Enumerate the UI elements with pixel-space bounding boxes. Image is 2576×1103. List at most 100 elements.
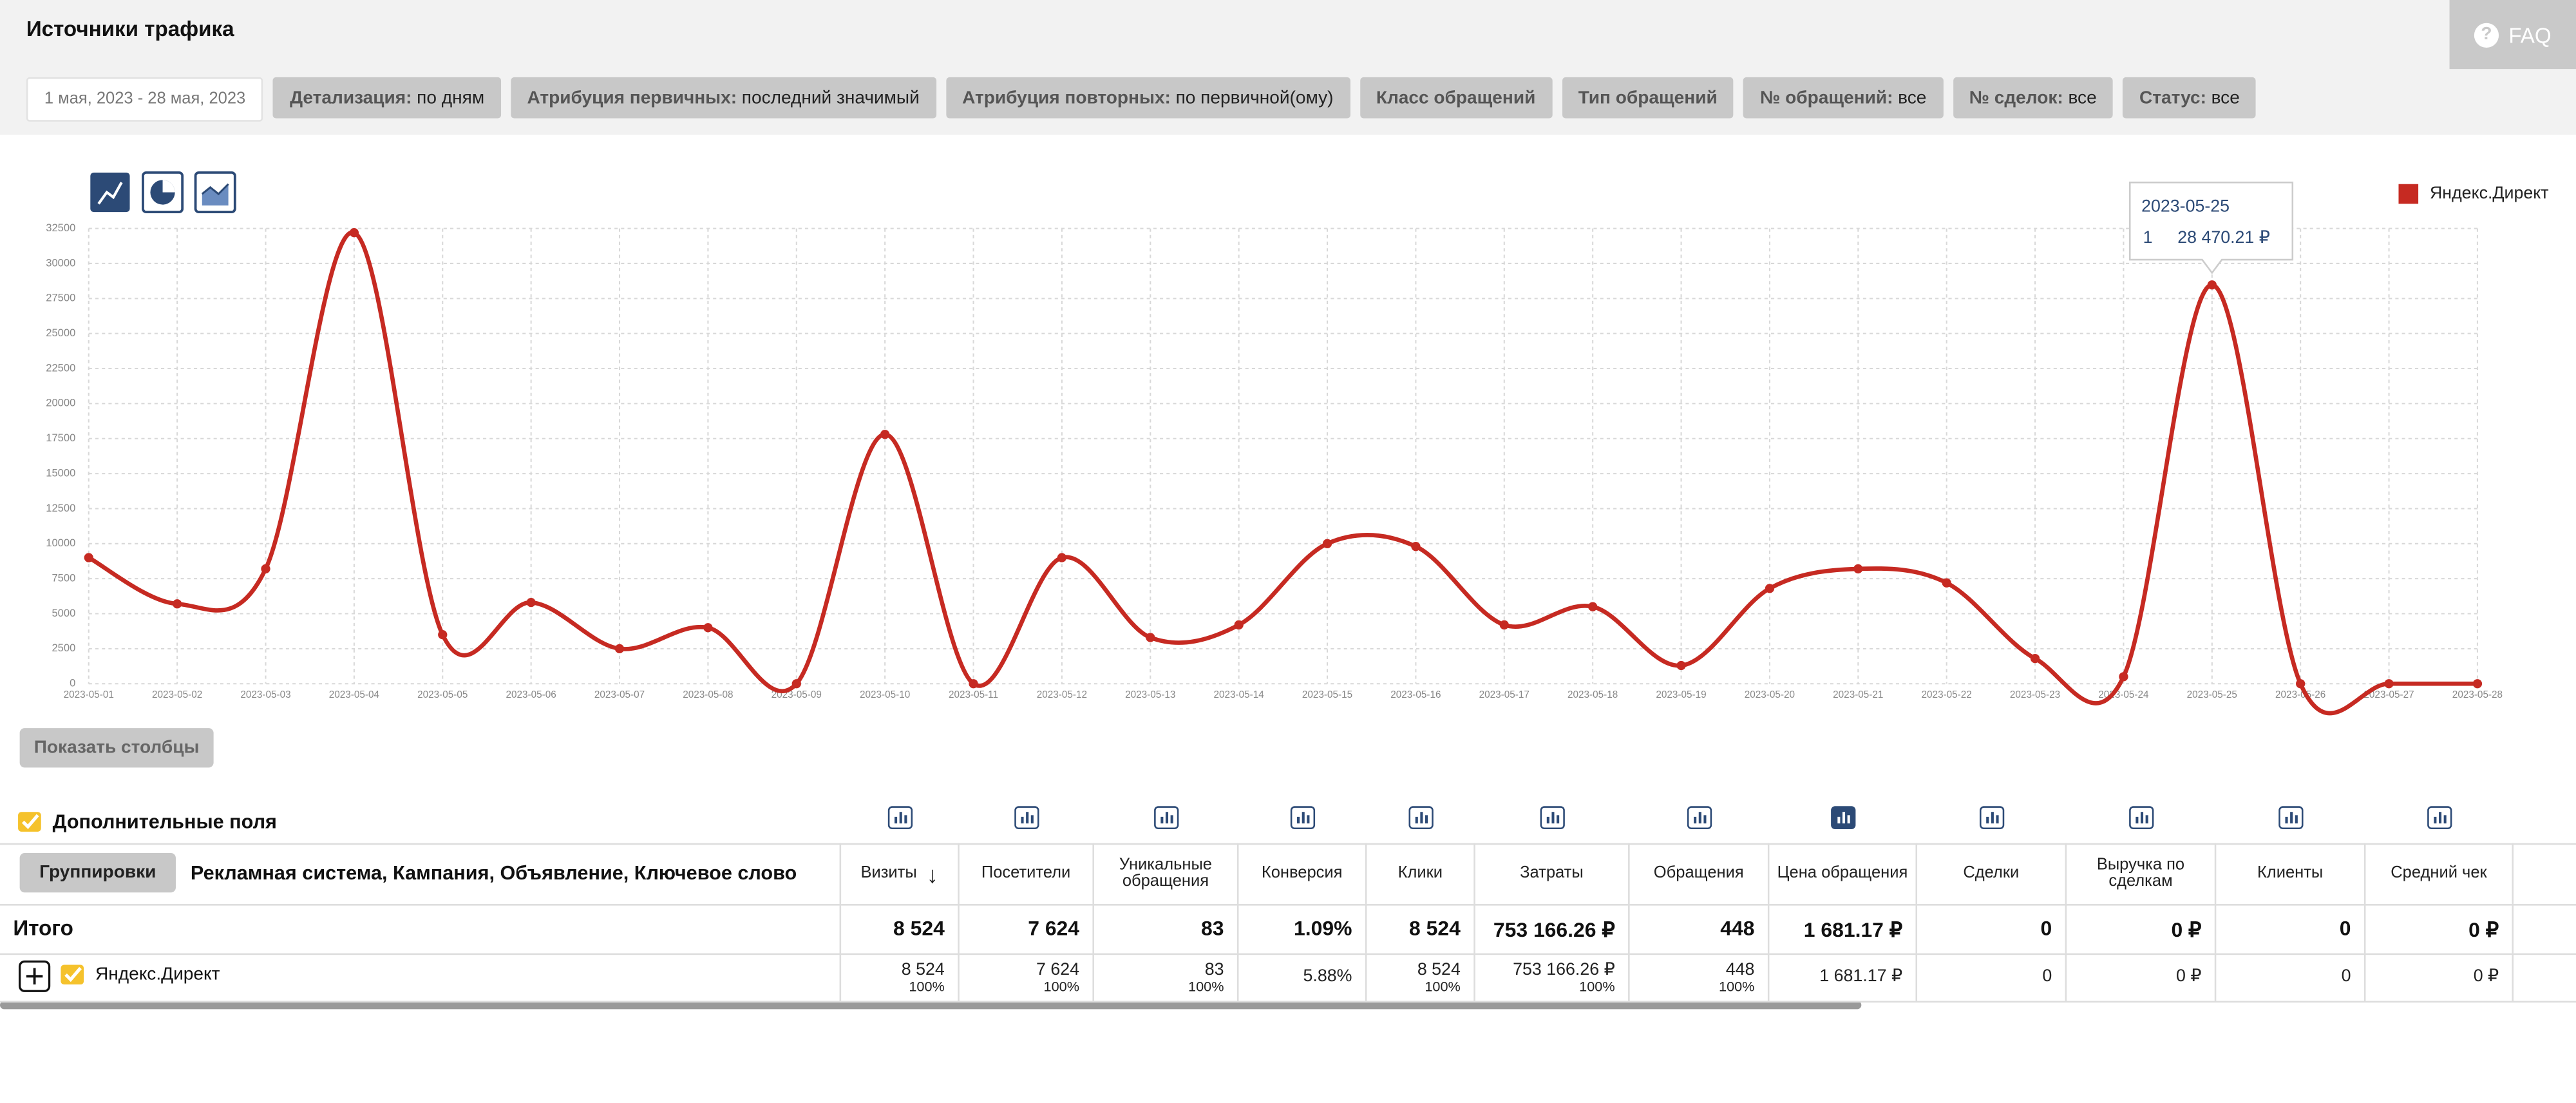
- icon-bar: [1026, 812, 1029, 824]
- row-label[interactable]: Яндекс.Директ: [95, 964, 220, 985]
- y-tick-label: 10000: [46, 537, 75, 549]
- icon-bar: [1847, 815, 1850, 824]
- chip-label: Тип обращений: [1578, 88, 1718, 108]
- date-range[interactable]: 1 мая, 2023 - 28 мая, 2023: [26, 77, 264, 122]
- column-header[interactable]: Посетители: [960, 843, 1094, 905]
- icon-bar: [1165, 812, 1169, 824]
- x-tick-label: 2023-05-14: [1214, 689, 1265, 700]
- grouping-button[interactable]: Группировки: [19, 852, 176, 893]
- column-header[interactable]: Клиенты: [2216, 843, 2366, 905]
- column-header[interactable]: Визиты ↓: [841, 843, 960, 905]
- x-tick-label: 2023-05-06: [506, 689, 556, 700]
- total-cell: 8 524: [841, 904, 960, 954]
- filter-chip[interactable]: Атрибуция первичных: последний значимый: [510, 77, 936, 119]
- chip-label: № обращений:: [1760, 88, 1893, 108]
- cell-value: 0 ₽: [2175, 966, 2202, 986]
- x-tick-label: 2023-05-21: [1833, 689, 1883, 700]
- column-header[interactable]: Уникальные обращения: [1094, 843, 1239, 905]
- column-header-text: Выручка по сделкам: [2096, 855, 2185, 890]
- filter-chip[interactable]: Атрибуция повторных: по первичной(ому): [945, 77, 1350, 119]
- data-point: [2119, 672, 2128, 682]
- column-header[interactable]: Средний чек: [2365, 843, 2514, 905]
- legend-swatch: [2398, 184, 2419, 204]
- cell-share: 100%: [1579, 977, 1615, 994]
- row-border: [0, 953, 2576, 955]
- cell-share: 100%: [1188, 977, 1224, 994]
- icon-bar: [1415, 816, 1418, 824]
- chip-label: Класс обращений: [1376, 88, 1536, 108]
- data-point: [1146, 633, 1155, 642]
- data-point: [1411, 542, 1421, 552]
- x-tick-label: 2023-05-04: [329, 689, 380, 700]
- column-header-text: Цена обращения: [1777, 863, 1908, 882]
- chip-label: Детализация:: [290, 88, 412, 108]
- scrollbar[interactable]: [0, 1001, 1862, 1010]
- icon-bar: [1420, 812, 1423, 824]
- column-header[interactable]: Выручка по сделкам: [2067, 843, 2217, 905]
- cell-value: 8 524: [1417, 959, 1461, 979]
- total-cell: 753 166.26 ₽: [1475, 904, 1630, 954]
- x-tick-label: 2023-05-13: [1125, 689, 1175, 700]
- x-tick-label: 2023-05-07: [594, 689, 645, 700]
- column-header-text: Визиты: [860, 863, 917, 882]
- chip-value: по первичной(ому): [1175, 88, 1334, 108]
- chip-label: № сделок:: [1969, 88, 2063, 108]
- column-header[interactable]: Конверсия: [1238, 843, 1367, 905]
- icon-bar: [1546, 816, 1549, 824]
- x-tick-label: 2023-05-17: [1479, 689, 1530, 700]
- cell-share: 100%: [1043, 977, 1080, 994]
- filter-chip[interactable]: № обращений: все: [1743, 77, 1943, 119]
- data-point: [1234, 620, 1244, 630]
- icon-bar: [2136, 816, 2139, 824]
- extra-fields-label[interactable]: Дополнительные поля: [52, 810, 277, 834]
- icon-bar: [2438, 812, 2442, 824]
- column-header[interactable]: Клики: [1367, 843, 1475, 905]
- filter-chip[interactable]: Статус: все: [2123, 77, 2257, 119]
- data-point: [1588, 602, 1598, 611]
- row-cell: 448 100%: [1630, 953, 1770, 1001]
- x-tick-label: 2023-05-15: [1302, 689, 1352, 700]
- data-point: [84, 553, 93, 562]
- icon-bar: [1703, 815, 1707, 824]
- x-tick-label: 2023-05-02: [152, 689, 202, 700]
- column-header-text: Клики: [1397, 863, 1443, 882]
- filter-chip[interactable]: № сделок: все: [1953, 77, 2114, 119]
- row-icons: [18, 960, 84, 992]
- icon-bar: [1986, 816, 1989, 824]
- row-border: [0, 904, 2576, 906]
- total-cell: 1.09%: [1238, 904, 1367, 954]
- col-border: [839, 843, 842, 1001]
- column-header[interactable]: Цена обращения: [1769, 843, 1918, 905]
- column-header[interactable]: Сделки: [1917, 843, 2067, 905]
- check-icon: [18, 812, 41, 832]
- data-point: [438, 629, 448, 640]
- icon-bar: [1021, 816, 1024, 824]
- chip-label: Атрибуция первичных:: [527, 88, 737, 108]
- total-cell: 83: [1094, 904, 1239, 954]
- data-point: [1942, 578, 1951, 588]
- y-tick-label: 27500: [46, 292, 75, 304]
- data-point: [526, 597, 536, 608]
- faq-button[interactable]: ? FAQ: [2449, 0, 2576, 70]
- total-cell: 0 ₽: [2067, 904, 2217, 954]
- column-header[interactable]: Обращения: [1630, 843, 1770, 905]
- icon-bar: [1030, 815, 1034, 824]
- data-point: [1499, 620, 1509, 630]
- y-tick-label: 0: [70, 677, 75, 689]
- y-tick-label: 32500: [46, 222, 75, 234]
- filter-chip[interactable]: Детализация: по дням: [273, 77, 501, 119]
- chart-type-icons: [90, 171, 236, 213]
- filter-chip[interactable]: Класс обращений: [1359, 77, 1552, 119]
- show-columns-button[interactable]: Показать столбцы: [19, 728, 214, 768]
- x-tick-label: 2023-05-27: [2363, 689, 2414, 700]
- data-point: [703, 623, 713, 633]
- filter-chip[interactable]: Тип обращений: [1562, 77, 1734, 119]
- icon-bar: [1170, 815, 1173, 824]
- cell-share: 100%: [1719, 977, 1755, 994]
- row-cell: 8 524 100%: [841, 953, 960, 1001]
- icon-bar: [895, 816, 898, 824]
- line-chart-icon[interactable]: [90, 172, 130, 213]
- cell-value: 7 624: [1036, 959, 1080, 979]
- column-header[interactable]: Затраты: [1475, 843, 1630, 905]
